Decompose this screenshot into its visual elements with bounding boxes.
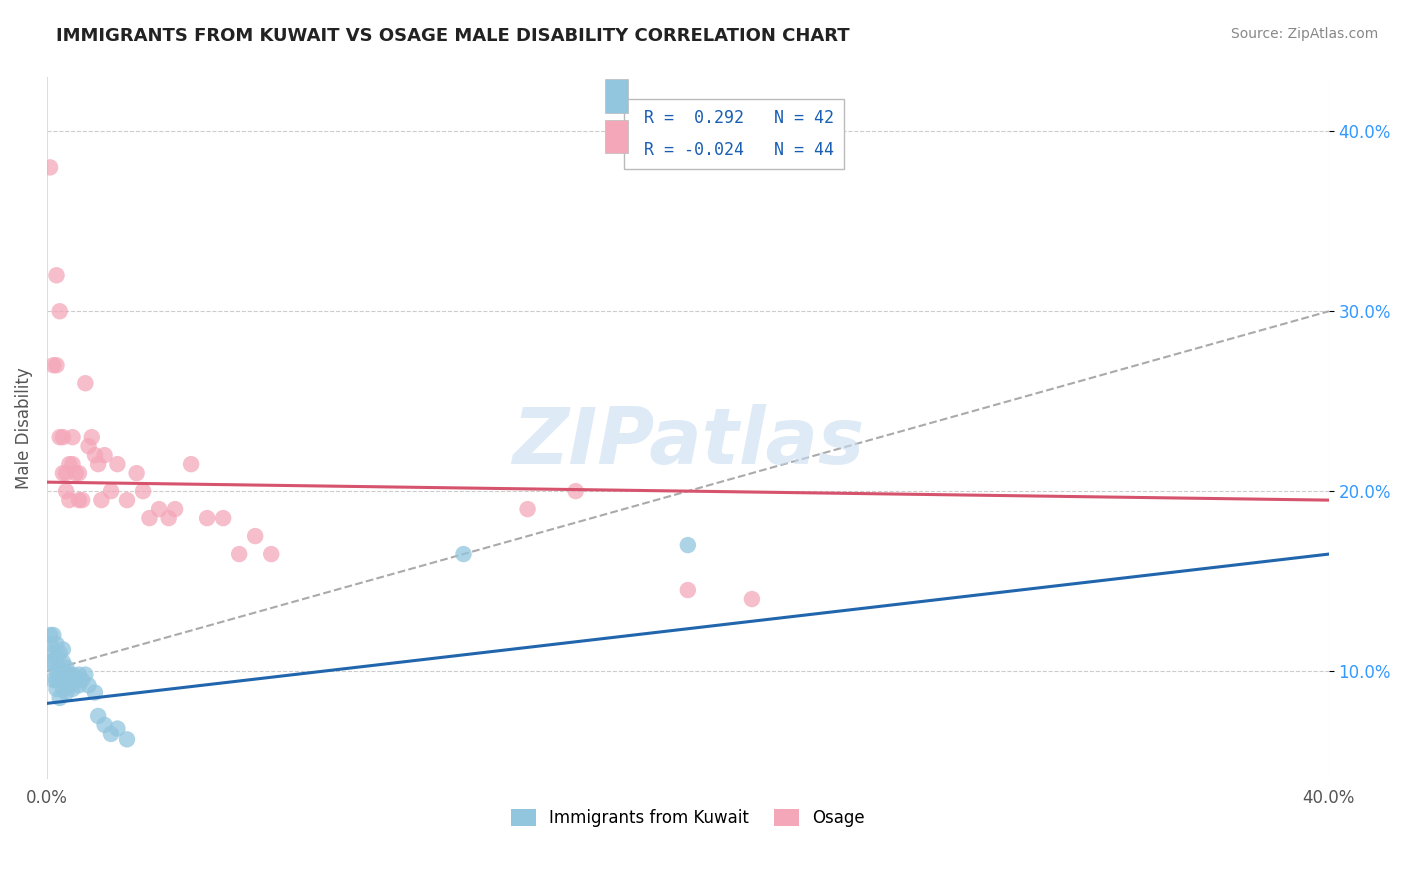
Point [93,448,115,462]
Y-axis label: Male Disability: Male Disability [15,368,32,489]
Point [77,439,100,453]
Point [48,646,70,660]
Point [115,493,138,508]
Point [80,430,103,444]
Point [62,457,84,471]
Text: IMMIGRANTS FROM KUWAIT VS OSAGE MALE DISABILITY CORRELATION CHART: IMMIGRANTS FROM KUWAIT VS OSAGE MALE DIS… [56,27,849,45]
Point [55,484,77,499]
Point [93,718,115,732]
Point [45,649,67,664]
Point [45,268,67,283]
Point [125,466,148,480]
Point [453,547,475,561]
Point [70,673,93,687]
Point [165,502,187,516]
Point [52,681,75,696]
Point [42,655,65,669]
Point [39,628,62,642]
FancyBboxPatch shape [605,120,627,153]
Point [100,484,122,499]
Point [138,511,160,525]
Legend: Immigrants from Kuwait, Osage: Immigrants from Kuwait, Osage [505,802,872,834]
Point [228,547,250,561]
Point [62,430,84,444]
Point [55,660,77,674]
Point [45,681,67,696]
Point [741,592,763,607]
FancyBboxPatch shape [605,78,627,112]
Point [39,637,62,651]
Point [48,673,70,687]
Point [58,667,80,681]
Point [212,511,235,525]
Point [39,161,62,175]
Point [55,685,77,699]
Point [45,358,67,372]
Point [75,376,97,391]
Point [52,664,75,678]
Point [67,667,90,681]
Point [148,502,170,516]
Point [48,664,70,678]
Point [676,538,699,552]
Point [100,727,122,741]
Point [157,511,180,525]
Point [58,493,80,508]
Point [52,655,75,669]
Point [84,685,107,699]
Text: Source: ZipAtlas.com: Source: ZipAtlas.com [1230,27,1378,41]
Point [105,457,128,471]
Point [48,304,70,318]
Point [45,664,67,678]
Point [564,484,586,499]
Point [55,673,77,687]
Point [75,667,97,681]
Point [39,655,62,669]
Point [62,681,84,696]
Point [70,493,93,508]
Point [90,493,112,508]
Point [77,678,100,692]
Point [55,466,77,480]
Point [67,678,90,692]
Point [67,466,90,480]
Point [195,511,218,525]
Point [132,484,155,499]
Point [48,690,70,705]
Point [105,722,128,736]
Point [52,430,75,444]
Point [42,673,65,687]
Point [516,502,538,516]
Point [42,628,65,642]
Point [42,646,65,660]
Point [87,709,110,723]
Point [48,430,70,444]
Point [84,448,107,462]
Point [260,547,283,561]
Point [676,583,699,598]
Point [52,673,75,687]
Point [245,529,267,543]
Point [42,358,65,372]
Text: R =  0.292   N = 42
 R = -0.024   N = 44: R = 0.292 N = 42 R = -0.024 N = 44 [634,109,834,159]
Point [180,457,202,471]
Point [65,673,87,687]
Text: ZIPatlas: ZIPatlas [512,404,863,480]
Point [58,457,80,471]
Point [65,466,87,480]
Point [67,493,90,508]
Point [52,642,75,657]
Point [115,732,138,747]
Point [45,673,67,687]
Point [52,466,75,480]
Point [62,667,84,681]
Point [45,637,67,651]
Point [58,678,80,692]
Point [87,457,110,471]
